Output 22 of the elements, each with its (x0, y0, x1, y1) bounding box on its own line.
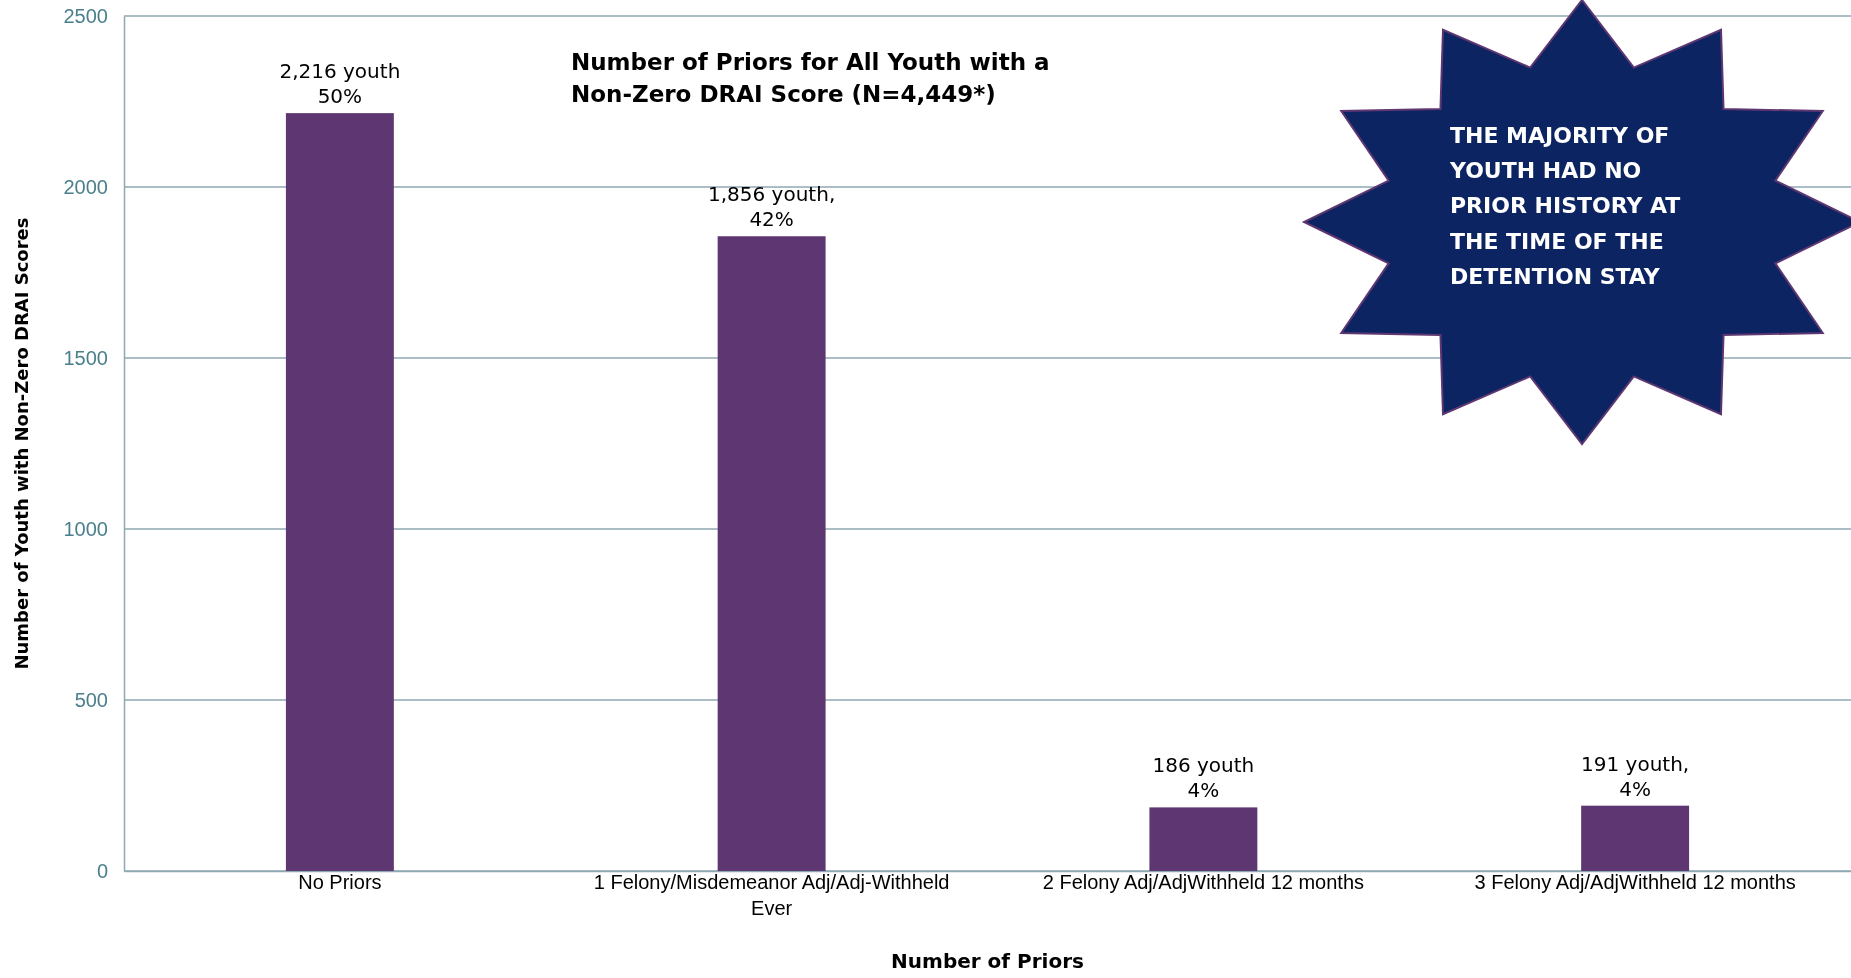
annotation: THE MAJORITY OF YOUTH HAD NO PRIOR HISTORY AT THE TIME OF THE DETENTION STAY (1449, 123, 1681, 289)
bar (1149, 807, 1258, 871)
y-tick-label: 2000 (63, 175, 108, 198)
x-tick-label: 2 Felony Adj/AdjWithheld 12 months (1042, 871, 1365, 893)
y-tick-label: 0 (96, 859, 108, 882)
bar (285, 113, 394, 871)
y-tick-label: 1000 (63, 517, 108, 540)
data-label: 1,856 youth, 42% (708, 182, 836, 232)
x-tick-label: 1 Felony/Misdemeanor Adj/Adj-Withheld Ever (593, 871, 950, 919)
y-tick-label: 500 (74, 688, 108, 711)
text: Number of Priors for All Youth with a Non-Zero DRAI Score (N=4,449*) (571, 49, 1050, 108)
data-label: 186 youth 4% (1152, 753, 1255, 803)
y-axis-title: Number of Youth with Non-Zero DRAI Scores (11, 217, 32, 670)
x-axis-title: Number of Priors (891, 949, 1084, 973)
bar (717, 236, 826, 871)
y-tick-label: 1500 (63, 346, 108, 369)
data-label: 2,216 youth 50% (279, 59, 401, 109)
data-label: 191 youth, 4% (1581, 751, 1690, 801)
x-tick-label: No Priors (298, 871, 382, 893)
x-tick-label: 3 Felony Adj/AdjWithheld 12 months (1474, 871, 1796, 893)
bar (1581, 805, 1690, 871)
y-tick-label: 2500 (63, 4, 108, 27)
